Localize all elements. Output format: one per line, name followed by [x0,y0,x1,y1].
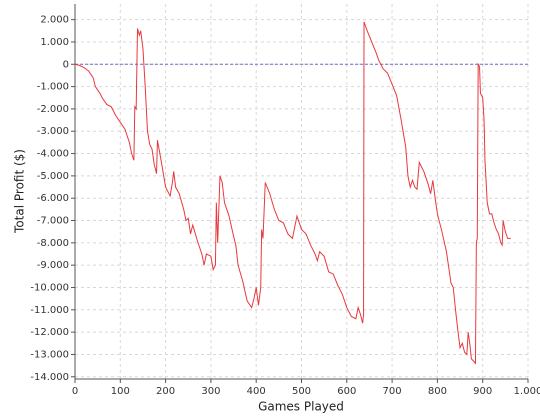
y-tick-label: -2.000 [37,104,69,115]
y-tick-label: 0 [63,59,69,70]
y-tick-label: -14.000 [30,372,69,383]
y-tick-label: -1.000 [37,82,69,93]
x-tick-label: 400 [247,386,266,397]
x-tick-label: 300 [201,386,220,397]
y-tick-label: -6.000 [37,193,69,204]
x-tick-label: 900 [473,386,492,397]
x-tick-label: 100 [111,386,130,397]
x-tick-label: 600 [337,386,356,397]
x-tick-label: 500 [292,386,311,397]
x-tick-label: 200 [156,386,175,397]
x-tick-label: 700 [383,386,402,397]
y-tick-label: -5.000 [37,171,69,182]
y-tick-label: 2.000 [40,15,69,26]
x-tick-label: 0 [72,386,78,397]
profit-line [74,21,511,365]
y-tick-label: -8.000 [37,238,69,249]
y-tick-label: -10.000 [30,282,69,293]
y-tick-label: -13.000 [30,349,69,360]
x-tick-label: 1.000 [514,386,540,397]
y-tick-label: -9.000 [37,260,69,271]
y-tick-label: -4.000 [37,149,69,160]
x-axis-title: Games Played [258,400,344,414]
y-tick-label: -12.000 [30,327,69,338]
y-tick-label: 1.000 [40,37,69,48]
y-axis-title: Total Profit ($) [13,149,27,234]
y-tick-label: -7.000 [37,216,69,227]
y-tick-label: -3.000 [37,126,69,137]
y-tick-label: -11.000 [30,305,69,316]
x-tick-label: 800 [428,386,447,397]
